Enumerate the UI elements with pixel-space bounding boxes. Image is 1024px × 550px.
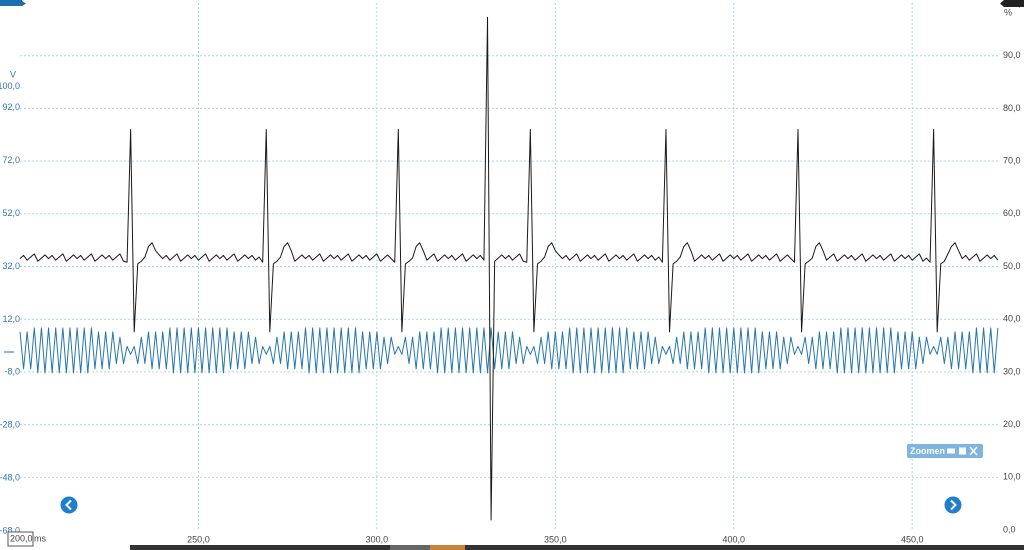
y2-tick-label: 50,0 [1003, 261, 1021, 271]
grid [20, 3, 1000, 530]
x-tick-label: 450,0 [901, 534, 924, 544]
y-tick-label: 12,0 [2, 314, 20, 324]
x-tick-label: 400,0 [722, 534, 745, 544]
nav-right[interactable] [944, 496, 962, 514]
nav-left-arrow[interactable] [65, 499, 72, 511]
trace [19, 16, 999, 521]
zoom-label[interactable]: Zoomen [910, 446, 945, 456]
y2-tick-label: 80,0 [1003, 103, 1021, 113]
y2-tick-label: 90,0 [1003, 50, 1021, 60]
channel-marker[interactable] [0, 0, 26, 6]
overview-cursor[interactable] [430, 545, 465, 550]
zoom-close[interactable] [969, 446, 978, 456]
y2-tick-label: 20,0 [1003, 419, 1021, 429]
zoom-icon[interactable] [959, 447, 966, 455]
channel-marker[interactable] [1000, 0, 1024, 7]
y-unit: V [10, 69, 16, 79]
y2-tick-label: 0,0 [1003, 524, 1016, 534]
y2-tick-label: 40,0 [1003, 314, 1021, 324]
overview-window[interactable] [390, 545, 430, 550]
y-tick-label: 72,0 [2, 155, 20, 165]
overview-strip[interactable] [130, 545, 1024, 550]
x-unit: ms [34, 533, 46, 543]
nav-right-arrow[interactable] [950, 499, 957, 511]
y-tick-label: -28,0 [0, 420, 20, 430]
x-tick-label: 250,0 [187, 534, 210, 544]
x-tick-label: 200,0 [10, 533, 33, 543]
nav-left-circle[interactable] [60, 496, 78, 514]
y-tick-label: -68,0 [0, 525, 20, 535]
y2-tick-label: 70,0 [1003, 155, 1021, 165]
x-tick-label: 300,0 [366, 534, 389, 544]
y-tick-label: 52,0 [2, 208, 20, 218]
x-origin-box [7, 531, 34, 547]
y-tick-label: 92,0 [2, 102, 20, 112]
y2-tick-label: 10,0 [1003, 472, 1021, 482]
zoom-control[interactable]: Zoomen [907, 444, 983, 458]
y-tick-label: 100,0 [0, 81, 20, 91]
y2-tick-label: 30,0 [1003, 366, 1021, 376]
nav-left[interactable] [60, 496, 78, 514]
y-tick-label: -48,0 [0, 473, 20, 483]
x-tick-label: 350,0 [544, 534, 567, 544]
nav-right-circle[interactable] [944, 496, 962, 514]
plot-area [19, 16, 999, 521]
trace [19, 327, 999, 374]
y2-unit: % [1004, 7, 1012, 17]
zoom-icon[interactable] [947, 448, 955, 454]
y2-tick-label: 60,0 [1003, 208, 1021, 218]
y-tick-label: 32,0 [2, 261, 20, 271]
y-tick-label: -8,0 [4, 367, 20, 377]
